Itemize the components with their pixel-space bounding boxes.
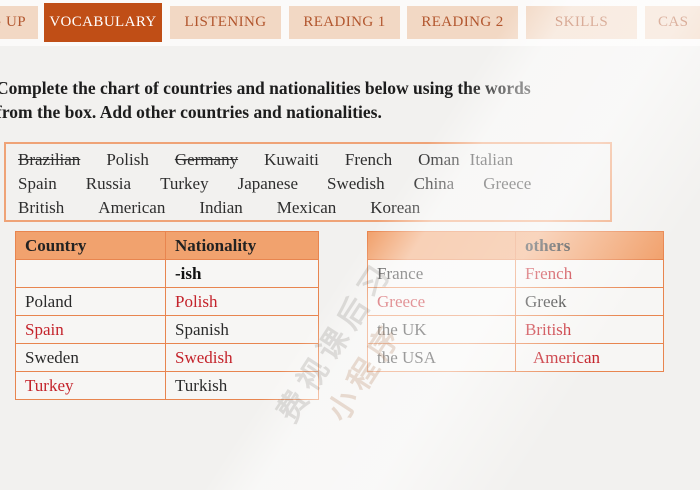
country-cell: the USA (367, 343, 516, 372)
word-swedish: Swedish (327, 174, 385, 193)
instruction-line-1: Complete the chart of countries and nati… (0, 78, 531, 98)
nationality-cell: Turkish (165, 371, 319, 400)
country-cell (15, 259, 166, 288)
word-spain: Spain (18, 174, 57, 193)
word-korean: Korean (370, 198, 421, 217)
word-italian: Italian (469, 150, 514, 169)
country-cell-answer: Turkey (15, 371, 166, 400)
countries-table-ish: Country Nationality -ish Poland Polish S… (15, 231, 319, 400)
word-mexican: Mexican (276, 198, 337, 217)
word-box-row: Spain Russia Turkey Japanese Swedish Chi… (18, 172, 598, 196)
table-row: Turkey Turkish (15, 371, 319, 400)
word-brazilian: Brazilian (18, 150, 81, 169)
table-header-row: others (367, 231, 664, 260)
word-turkey: Turkey (160, 174, 209, 193)
word-polish: Polish (106, 150, 149, 169)
table-row: Poland Polish (15, 287, 319, 316)
tab-listening[interactable]: LISTENING (170, 6, 281, 39)
country-cell-answer: Greece (367, 287, 516, 316)
exercise-instruction: Complete the chart of countries and nati… (0, 76, 668, 124)
word-french: French (344, 150, 393, 169)
tab-reading-1[interactable]: READING 1 (289, 6, 400, 39)
nationality-cell-answer: American (515, 343, 664, 372)
table-header-row: Country Nationality (15, 231, 319, 260)
table-row: Sweden Swedish (15, 343, 319, 372)
countries-table-others: others France French Greece Greek the UK… (367, 231, 664, 372)
tab-skills[interactable]: SKILLS (526, 6, 637, 39)
word-russia: Russia (85, 174, 132, 193)
table-row: -ish (15, 259, 319, 288)
word-kuwaiti: Kuwaiti (264, 150, 319, 169)
tab-vocabulary[interactable]: VOCABULARY (44, 3, 162, 42)
instruction-line-2: from the box. Add other countries and na… (0, 102, 382, 122)
nationality-cell-answer: Polish (165, 287, 319, 316)
table-row: Greece Greek (367, 287, 664, 316)
empty-header-cell (367, 231, 516, 260)
nationality-cell-answer: British (515, 315, 664, 344)
table-row: the UK British (367, 315, 664, 344)
country-cell: France (367, 259, 516, 288)
suffix-cell: -ish (165, 259, 319, 288)
nationality-cell-answer: French (515, 259, 664, 288)
word-box: Brazilian Polish Germany Kuwaiti French … (4, 142, 612, 222)
nationality-cell: Spanish (165, 315, 319, 344)
country-header-cell: Country (15, 231, 166, 260)
table-row: France French (367, 259, 664, 288)
table-row: the USA American (367, 343, 664, 372)
word-greece: Greece (483, 174, 532, 193)
word-oman: Oman (418, 150, 460, 169)
word-china: China (413, 174, 455, 193)
nationality-cell: Greek (515, 287, 664, 316)
country-cell: Poland (15, 287, 166, 316)
word-american: American (98, 198, 166, 217)
tab-warming-up[interactable]: G UP (0, 6, 38, 39)
nationality-header-cell: Nationality (165, 231, 319, 260)
country-cell: the UK (367, 315, 516, 344)
tab-case-study[interactable]: CAS (645, 6, 700, 39)
word-japanese: Japanese (237, 174, 298, 193)
country-cell-answer: Spain (15, 315, 166, 344)
country-cell: Sweden (15, 343, 166, 372)
word-box-row: British American Indian Mexican Korean (18, 196, 598, 220)
tab-reading-2[interactable]: READING 2 (407, 6, 518, 39)
word-british: British (18, 198, 65, 217)
word-germany: Germany (174, 150, 239, 169)
others-header-cell: others (515, 231, 664, 260)
word-box-row: Brazilian Polish Germany Kuwaiti French … (18, 148, 598, 172)
nationality-cell-answer: Swedish (165, 343, 319, 372)
table-row: Spain Spanish (15, 315, 319, 344)
word-indian: Indian (199, 198, 243, 217)
tab-bar: G UP VOCABULARY LISTENING READING 1 READ… (0, 0, 700, 46)
